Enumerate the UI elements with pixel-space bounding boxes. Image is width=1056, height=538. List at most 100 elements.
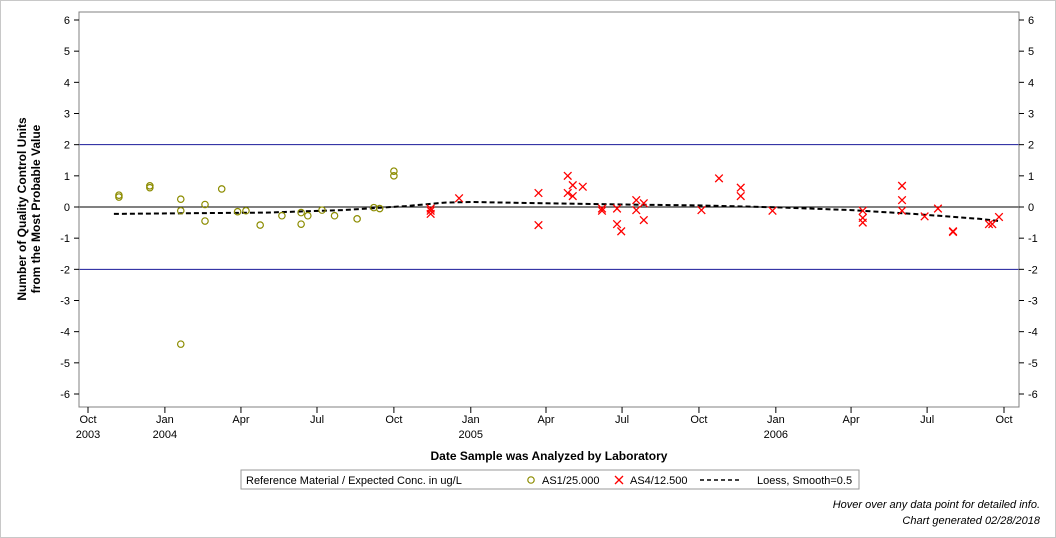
y-axis-title-line1: Number of Quality Control Units (15, 117, 29, 301)
y-tick-label-right: -6 (1028, 389, 1038, 401)
data-points (115, 167, 1004, 348)
data-point-x (897, 195, 907, 205)
data-point-x (454, 194, 464, 203)
legend-x-marker (614, 475, 624, 485)
loess-series (113, 200, 1000, 222)
legend-box (240, 469, 860, 490)
data-point-circle (375, 204, 384, 213)
y-tick-label-right: -2 (1028, 264, 1038, 276)
y-tick-label-right: 0 (1028, 202, 1034, 214)
y-tick-label: -3 (60, 296, 70, 308)
y-tick-label: 1 (64, 171, 70, 183)
y-tick-label-right: 3 (1028, 109, 1034, 121)
x-tick-label: Oct (385, 414, 402, 426)
y-tick-label-right: -4 (1028, 327, 1038, 339)
data-point-x (933, 204, 943, 213)
y-tick-label-right: -3 (1028, 296, 1038, 308)
y-tick-label-right: 5 (1028, 46, 1034, 58)
x-tick-label: Jul (310, 414, 324, 426)
data-point-circle (278, 211, 286, 220)
data-point-x (578, 182, 588, 192)
data-point-x (563, 171, 572, 181)
y-tick-label: 6 (64, 15, 70, 27)
x-tick-label: Oct (995, 414, 1012, 426)
data-point-circle (176, 195, 185, 204)
y-tick-label: 4 (64, 77, 70, 89)
data-point-x (858, 206, 868, 215)
data-point-circle (242, 206, 250, 215)
y-axis-left: -6 -5 -4 -3 -2 -1 0 1 2 3 4 5 6 (60, 15, 79, 401)
y-tick-label-right: 2 (1028, 140, 1034, 152)
data-point-circle (304, 211, 312, 220)
data-point-x (426, 206, 435, 215)
x-tick-label: Apr (842, 414, 859, 426)
data-point-x (568, 180, 578, 190)
data-point-circle (353, 215, 361, 223)
data-point-x (897, 206, 907, 215)
y-axis-right: -6 -5 -4 -3 -2 -1 0 1 2 3 4 5 6 (1019, 15, 1038, 401)
y-tick-label: 5 (64, 46, 70, 58)
data-point-circle (330, 211, 339, 220)
y-tick-label-right: 4 (1028, 77, 1034, 89)
data-point-x (897, 181, 907, 191)
data-point-circle (176, 206, 185, 215)
plot-area-border (78, 11, 1020, 408)
y-tick-label: -1 (60, 233, 70, 245)
y-tick-label: -6 (60, 389, 70, 401)
y-tick-label: -2 (60, 264, 70, 276)
x-tick-label: Oct (79, 414, 96, 426)
data-point-x (697, 205, 706, 215)
data-point-x (534, 188, 543, 198)
x-tick-label: Jan (767, 414, 785, 426)
data-point-x (597, 206, 607, 215)
loess-curve (113, 200, 1000, 222)
y-axis-title-line2: from the Most Probable Value (29, 124, 43, 293)
data-point-x (736, 183, 745, 192)
data-point-x (597, 204, 607, 213)
data-point-x (612, 219, 622, 229)
data-point-x (994, 212, 1004, 222)
data-point-circle (115, 193, 123, 201)
data-point-x (920, 212, 929, 221)
data-point-x (988, 219, 997, 229)
y-tick-label: 3 (64, 109, 70, 121)
data-point-circle (201, 217, 209, 225)
data-point-x (714, 174, 724, 183)
data-point-circle (146, 183, 154, 192)
legend-title: Reference Material / Expected Conc. in u… (246, 475, 462, 487)
data-point-x (768, 206, 777, 215)
x-tick-label: Apr (537, 414, 554, 426)
x-tick-year-label: 2003 (76, 429, 100, 441)
data-point-x (563, 188, 572, 198)
y-tick-label-right: 6 (1028, 15, 1034, 27)
data-point-x (612, 204, 622, 213)
data-point-x (534, 220, 543, 230)
data-point-x (632, 195, 641, 205)
legend-entry-as1: AS1/25.000 (542, 475, 600, 487)
data-point-circle (256, 221, 264, 229)
data-point-circle (390, 167, 398, 175)
x-tick-label: Oct (690, 414, 707, 426)
data-point-x (639, 199, 649, 208)
legend-entry-as4: AS4/12.500 (630, 475, 688, 487)
legend-entry-loess: Loess, Smooth=0.5 (757, 475, 852, 487)
x-tick-year-label: 2006 (764, 429, 788, 441)
data-point-x (632, 205, 641, 215)
data-point-circle (390, 172, 398, 180)
y-tick-label-right: 1 (1028, 171, 1034, 183)
data-point-x (568, 191, 578, 201)
x-tick-label: Jan (156, 414, 174, 426)
y-tick-label: 0 (64, 202, 70, 214)
data-point-x (639, 215, 649, 225)
data-point-x (858, 218, 868, 227)
x-tick-label: Apr (232, 414, 249, 426)
data-point-x (948, 227, 958, 236)
x-tick-label: Jul (615, 414, 629, 426)
data-point-circle (217, 185, 226, 193)
data-point-x (426, 209, 435, 219)
data-point-circle (233, 207, 242, 216)
data-point-x (984, 219, 994, 229)
reference-lines (79, 144, 1019, 270)
x-tick-label: Jan (462, 414, 480, 426)
y-tick-label-right: -1 (1028, 233, 1038, 245)
